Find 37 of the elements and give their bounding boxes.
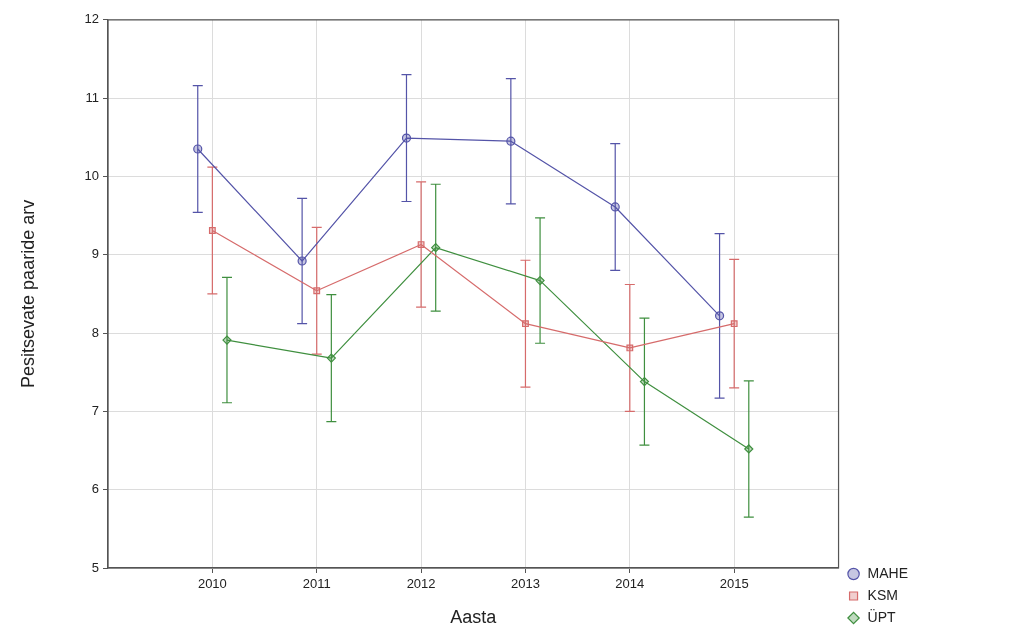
point [730, 320, 738, 328]
y-tick-label: 12 [84, 11, 99, 27]
legend-label: ÜPT [867, 607, 896, 625]
point [522, 320, 529, 328]
y-axis-title: Pesitsevate paaride arv [17, 199, 38, 388]
point [193, 144, 203, 154]
legend-label: KSM [867, 586, 898, 603]
x-tick-label: 2013 [511, 576, 540, 592]
y-tick-label: 11 [85, 89, 99, 105]
point [610, 202, 620, 212]
point [639, 377, 650, 387]
point [714, 311, 725, 321]
y-tick-label: 7 [91, 402, 99, 418]
legend-label: MAHE [867, 564, 908, 581]
point [626, 344, 634, 352]
point [297, 256, 307, 266]
x-tick-label: 2011 [302, 576, 331, 592]
x-tick-label: 2015 [719, 576, 749, 592]
point [401, 133, 412, 143]
point [222, 335, 232, 345]
point [313, 287, 321, 295]
point [208, 227, 216, 234]
point [744, 444, 754, 454]
y-tick-label: 6 [91, 481, 99, 497]
point [535, 275, 545, 286]
point [417, 241, 425, 248]
x-tick-label: 2010 [197, 576, 227, 592]
x-axis-title: Aasta [450, 607, 498, 628]
y-tick-label: 10 [84, 168, 99, 184]
y-tick-label: 5 [91, 559, 99, 575]
x-tick-label: 2012 [406, 576, 436, 592]
point [326, 353, 336, 363]
x-tick-label: 2014 [615, 576, 645, 592]
y-tick-label: 9 [91, 246, 99, 262]
y-tick-label: 8 [91, 324, 99, 340]
point [431, 243, 441, 253]
point [506, 136, 516, 146]
